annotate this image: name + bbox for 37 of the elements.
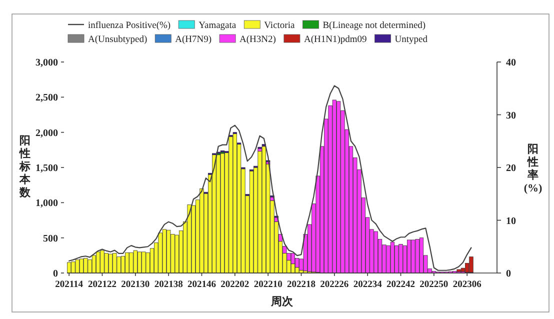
legend-label: Victoria [264,21,296,31]
y-tick-label: 2,000 [36,128,58,139]
x-tick-label: 202218 [287,280,316,290]
y-tick-label: 500 [43,233,58,244]
x-tick-label: 202138 [154,280,184,290]
legend-label: A(Unsubtyped) [88,35,148,45]
legend-label: Untyped [394,35,428,45]
y2-tick-label: 30 [506,110,516,122]
legend-label: influenza Positive(%) [88,21,171,31]
y2-axis-title: 阳性率 (%) [524,144,542,194]
x-tick-label: 202130 [121,280,150,290]
x-tick-label: 202306 [452,280,482,290]
y-tick-label: 3,000 [36,58,58,68]
y-tick-label: 1,000 [36,198,58,210]
legend-label: A(H3N2) [240,35,276,45]
x-tick-label: 202114 [55,280,84,290]
y2-tick-label: 20 [506,163,516,174]
y-tick-label: 2,500 [36,92,58,104]
legend-label: Yamagata [198,21,237,31]
y2-tick-label: 0 [506,268,511,280]
x-tick-label: 202122 [88,280,117,290]
x-tick-label: 202226 [320,280,349,290]
y-tick-label: 0 [53,268,58,280]
y2-tick-label: 40 [506,58,516,68]
legend-label: A(H7N9) [175,35,212,45]
x-tick-label: 202210 [254,280,283,290]
legend-label: B(Lineage not determined) [322,21,426,31]
y2-tick-label: 10 [506,216,516,227]
x-tick-label: 202202 [220,280,250,290]
x-tick-label: 202146 [187,280,216,290]
x-axis-title: 周次 [270,296,294,308]
legend-label: A(H1N1)pdm09 [304,35,367,45]
x-tick-label: 202250 [420,280,448,290]
x-tick-label: 202234 [353,280,382,290]
x-tick-label: 202242 [386,280,416,290]
y-tick-label: 1,500 [36,163,58,174]
y-axis-title: 阳性标本数 [18,135,32,199]
